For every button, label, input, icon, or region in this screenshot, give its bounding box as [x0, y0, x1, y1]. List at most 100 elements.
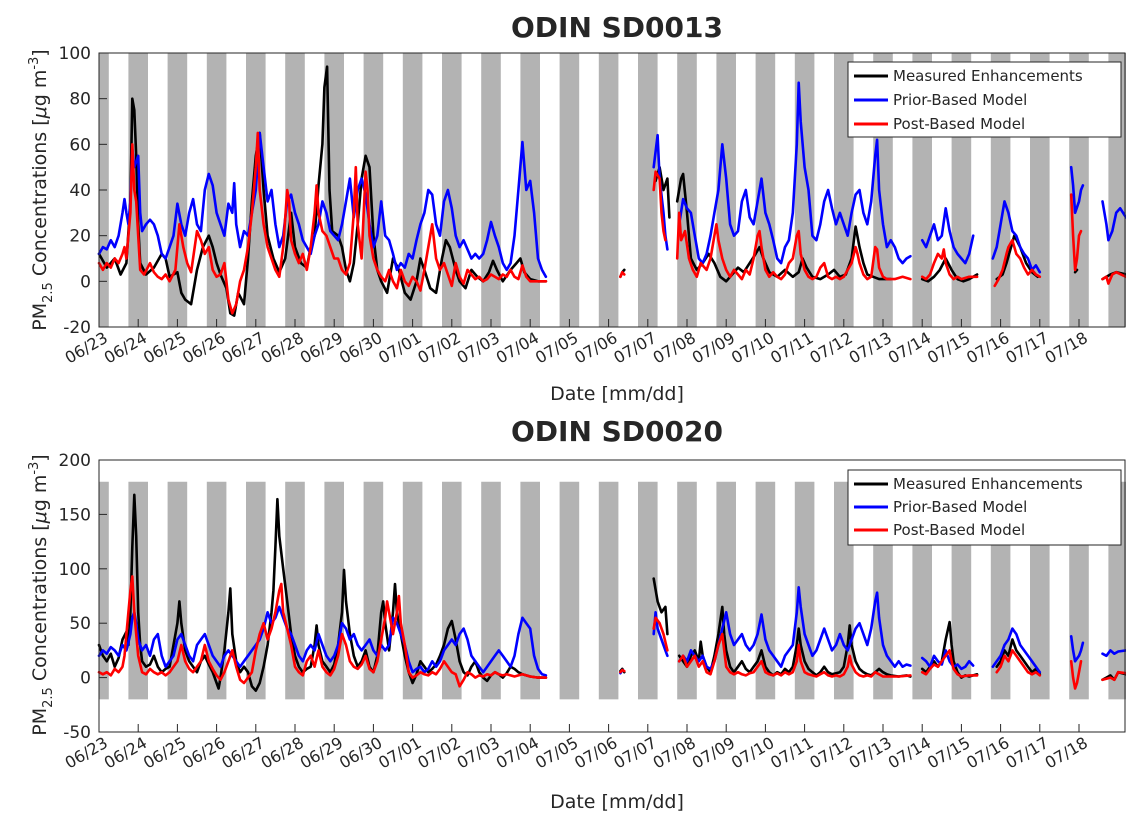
x-tick-label: 07/01: [375, 733, 424, 773]
series-line-prior-based-model: [920, 207, 975, 265]
legend-label-post: Post-Based Model: [893, 521, 1025, 539]
x-tick-label: 07/06: [571, 328, 620, 368]
y-tick-label: 40: [69, 181, 91, 201]
x-tick-label: 07/05: [532, 733, 581, 773]
series-line-measured-enhancements: [995, 234, 1040, 281]
series-line-prior-based-model: [1069, 634, 1085, 663]
night-band: [206, 481, 227, 700]
y-tick-label: 20: [69, 227, 91, 247]
x-tick-label: 06/27: [218, 733, 267, 773]
series-line-measured-enhancements: [920, 257, 979, 283]
y-tick-label: 0: [80, 669, 91, 689]
x-tick-label: 06/28: [258, 328, 307, 368]
chart-title: ODIN SD0013: [511, 11, 723, 44]
y-tick-label: 50: [69, 614, 91, 634]
y-label-sub: 2.5: [41, 687, 56, 708]
series-line-post-based-model: [920, 248, 979, 281]
x-tick-label: 07/03: [454, 733, 503, 773]
series-line-measured-enhancements: [995, 638, 1042, 676]
x-tick-label: 07/15: [924, 733, 973, 773]
x-tick-label: 07/04: [493, 733, 542, 773]
night-band: [638, 53, 658, 327]
y-ticks: -20 0 20 40 60 80 100: [59, 44, 107, 338]
y-label-end: ]: [29, 454, 51, 461]
y-label-sup: -3: [27, 57, 42, 70]
night-band: [442, 53, 462, 327]
y-tick-label: 150: [59, 505, 91, 525]
y-axis-label: PM2.5 Concentrations [μg m-3]: [27, 49, 56, 330]
series-line-post-based-model: [993, 238, 1042, 288]
x-tick-label: 07/02: [414, 328, 463, 368]
series-line-post-based-model: [97, 575, 548, 688]
y-tick-label: -50: [63, 723, 91, 743]
legend: Measured Enhancements Prior-Based Model …: [847, 469, 1122, 546]
x-tick-label: 07/11: [767, 733, 816, 773]
x-tick-label: 07/17: [1002, 328, 1051, 368]
x-tick-label: 06/24: [101, 328, 150, 368]
x-tick-label: 07/14: [885, 733, 934, 773]
x-tick-label: 06/29: [297, 733, 346, 773]
x-tick-label: 07/13: [846, 733, 895, 773]
x-tick-label: 07/09: [689, 733, 738, 773]
y-axis-label: PM2.5 Concentrations [μg m-3]: [27, 454, 56, 735]
x-tick-label: 07/17: [1002, 733, 1051, 773]
series-lines: [97, 65, 1126, 317]
series-line-prior-based-model: [1101, 649, 1126, 658]
x-tick-label: 07/18: [1042, 328, 1091, 368]
night-band: [99, 481, 109, 700]
night-band: [481, 481, 501, 700]
night-band: [481, 53, 501, 327]
x-tick-label: 07/16: [963, 328, 1012, 368]
y-tick-label: 200: [59, 451, 91, 471]
series-line-post-based-model: [1069, 659, 1083, 690]
night-band: [716, 481, 736, 700]
series-line-post-based-model: [619, 668, 626, 674]
y-tick-label: 100: [59, 560, 91, 580]
legend-label-prior: Prior-Based Model: [893, 91, 1027, 109]
x-tick-label: 07/04: [493, 328, 542, 368]
y-label-pm: PM: [29, 303, 51, 331]
x-tick-label: 07/14: [885, 328, 934, 368]
x-tick-label: 06/27: [218, 328, 267, 368]
y-label-sup: -3: [27, 462, 42, 475]
y-label-mu: μ: [29, 106, 51, 119]
y-tick-label: 80: [69, 90, 91, 110]
x-tick-label: 07/09: [689, 328, 738, 368]
series-line-measured-enhancements: [677, 605, 912, 678]
chart-title: ODIN SD0020: [511, 415, 723, 448]
y-tick-label: 0: [80, 272, 91, 292]
series-line-post-based-model: [652, 616, 669, 652]
night-band: [206, 53, 227, 327]
x-tick-label: 06/30: [336, 733, 385, 773]
y-label-end: ]: [29, 49, 51, 56]
y-ticks: -50 0 50 100 150 200: [59, 451, 107, 743]
series-line-prior-based-model: [920, 649, 975, 671]
legend-label-measured: Measured Enhancements: [893, 67, 1083, 85]
axes-frame: [98, 459, 1126, 733]
x-tick-label: 07/13: [846, 328, 895, 368]
series-line-prior-based-model: [97, 605, 548, 677]
series-line-post-based-model: [652, 170, 667, 242]
x-tick-label: 07/03: [454, 328, 503, 368]
series-line-prior-based-model: [652, 610, 669, 658]
legend-box: [847, 61, 1122, 138]
x-tick-label: 06/25: [140, 328, 189, 368]
x-axis-label: Date [mm/dd]: [550, 383, 684, 405]
legend-box: [847, 469, 1122, 546]
x-tick-label: 07/15: [924, 328, 973, 368]
series-line-measured-enhancements: [1073, 268, 1079, 274]
y-label-mu: μ: [29, 511, 51, 524]
y-tick-label: -20: [63, 318, 91, 338]
y-label-unit: g m: [29, 475, 51, 512]
x-tick-label: 07/08: [650, 328, 699, 368]
night-band: [402, 481, 423, 700]
series-line-post-based-model: [677, 632, 912, 678]
night-band: [755, 53, 776, 327]
night-band: [363, 53, 384, 327]
x-tick-label: 07/06: [571, 733, 620, 773]
series-line-prior-based-model: [991, 627, 1042, 674]
night-band: [638, 481, 658, 700]
x-ticks: 06/2306/2406/2506/2606/2706/2806/2906/30…: [62, 724, 1091, 773]
night-band: [520, 481, 540, 700]
